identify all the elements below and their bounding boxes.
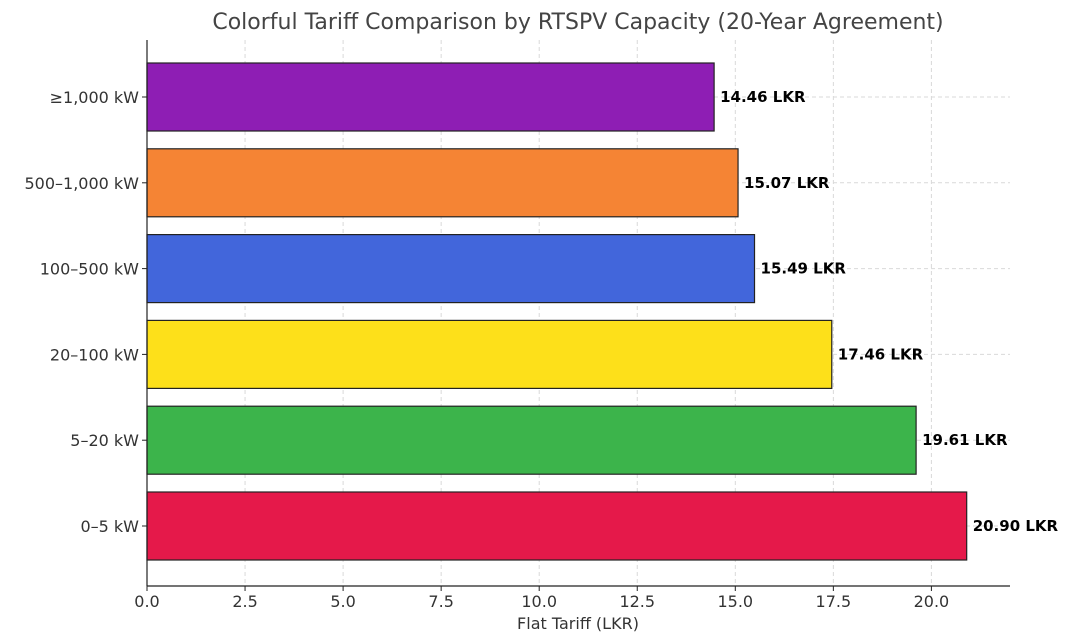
y-tick-label: 0–5 kW: [80, 517, 139, 536]
axes: ≥1,000 kW 500–1,000 kW 100–500 kW 20–100 kW…: [24, 40, 1010, 611]
bar: [146, 405, 917, 475]
bar: [146, 491, 968, 561]
y-tick-label: 5–20 kW: [70, 431, 139, 450]
y-tick-label: 100–500 kW: [40, 260, 139, 279]
data-label: 20.90 LKR: [973, 517, 1059, 535]
data-label: 15.07 LKR: [744, 174, 830, 192]
data-label: 19.61 LKR: [922, 431, 1008, 449]
x-axis-label: Flat Tariff (LKR): [517, 614, 639, 633]
bars: [146, 62, 968, 561]
x-tick-label: 17.5: [816, 592, 852, 611]
x-tick-label: 15.0: [717, 592, 753, 611]
y-tick-label: 500–1,000 kW: [24, 174, 139, 193]
x-tick-label: 20.0: [914, 592, 950, 611]
x-tick-label: 12.5: [619, 592, 655, 611]
y-tick-label: ≥1,000 kW: [50, 88, 140, 107]
x-tick-label: 2.5: [232, 592, 257, 611]
bar: [146, 62, 715, 132]
data-label: 17.46 LKR: [838, 345, 924, 363]
x-tick-label: 10.0: [521, 592, 557, 611]
x-tick-label: 5.0: [330, 592, 355, 611]
bar: [146, 148, 739, 218]
y-tick-label: 20–100 kW: [50, 345, 139, 364]
data-label: 14.46 LKR: [720, 88, 806, 106]
x-tick-label: 7.5: [428, 592, 453, 611]
bar: [146, 319, 833, 389]
data-labels: 14.46 LKR 15.07 LKR 15.49 LKR 17.46 LKR 19.6…: [720, 88, 1058, 535]
chart-title: Colorful Tariff Comparison by RTSPV Capa…: [212, 10, 943, 35]
data-label: 15.49 LKR: [761, 260, 847, 278]
bar: [146, 234, 756, 304]
x-tick-label: 0.0: [134, 592, 159, 611]
